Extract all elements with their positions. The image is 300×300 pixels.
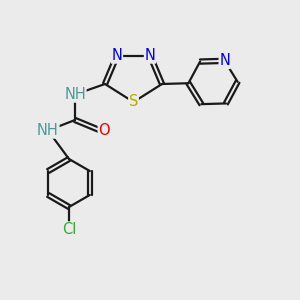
Text: NH: NH	[37, 123, 59, 138]
Text: S: S	[129, 94, 138, 110]
Text: N: N	[112, 48, 122, 63]
Text: N: N	[145, 48, 155, 63]
Text: O: O	[98, 123, 110, 138]
Text: Cl: Cl	[62, 222, 76, 237]
Text: N: N	[219, 53, 230, 68]
Text: NH: NH	[64, 87, 86, 102]
